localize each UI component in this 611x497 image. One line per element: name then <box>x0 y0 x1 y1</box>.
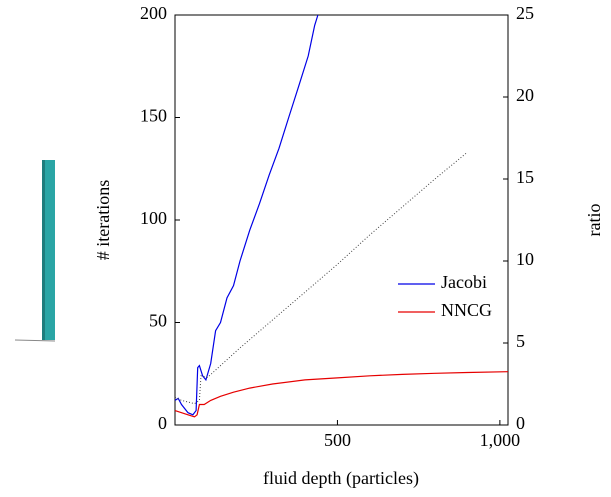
series-line <box>174 14 319 416</box>
decoration-bar-edge <box>42 160 45 340</box>
y-tick-label: 150 <box>140 106 167 126</box>
y2-axis-label: ratio <box>584 204 604 237</box>
y2-tick-label: 0 <box>516 413 525 433</box>
x-axis-label: fluid depth (particles) <box>263 468 419 489</box>
y2-tick-label: 5 <box>516 331 525 351</box>
y2-tick-label: 10 <box>516 249 534 269</box>
series-line <box>174 371 509 418</box>
y-tick-label: 100 <box>140 208 167 228</box>
y2-tick-label: 25 <box>516 3 534 23</box>
x-tick-label: 1,000 <box>480 430 521 450</box>
series-line <box>174 152 468 405</box>
x-tick-label: 500 <box>324 430 351 450</box>
y-tick-label: 200 <box>140 3 167 23</box>
y-tick-label: 50 <box>149 311 167 331</box>
decoration-bar <box>42 160 55 340</box>
legend-label: NNCG <box>441 300 492 320</box>
legend-label: Jacobi <box>441 272 487 292</box>
y2-tick-label: 20 <box>516 85 534 105</box>
y-tick-label: 0 <box>158 413 167 433</box>
plot-frame <box>174 14 509 426</box>
y2-tick-label: 15 <box>516 167 534 187</box>
y-axis-label: # iterations <box>93 180 113 260</box>
decoration-line <box>14 339 56 342</box>
